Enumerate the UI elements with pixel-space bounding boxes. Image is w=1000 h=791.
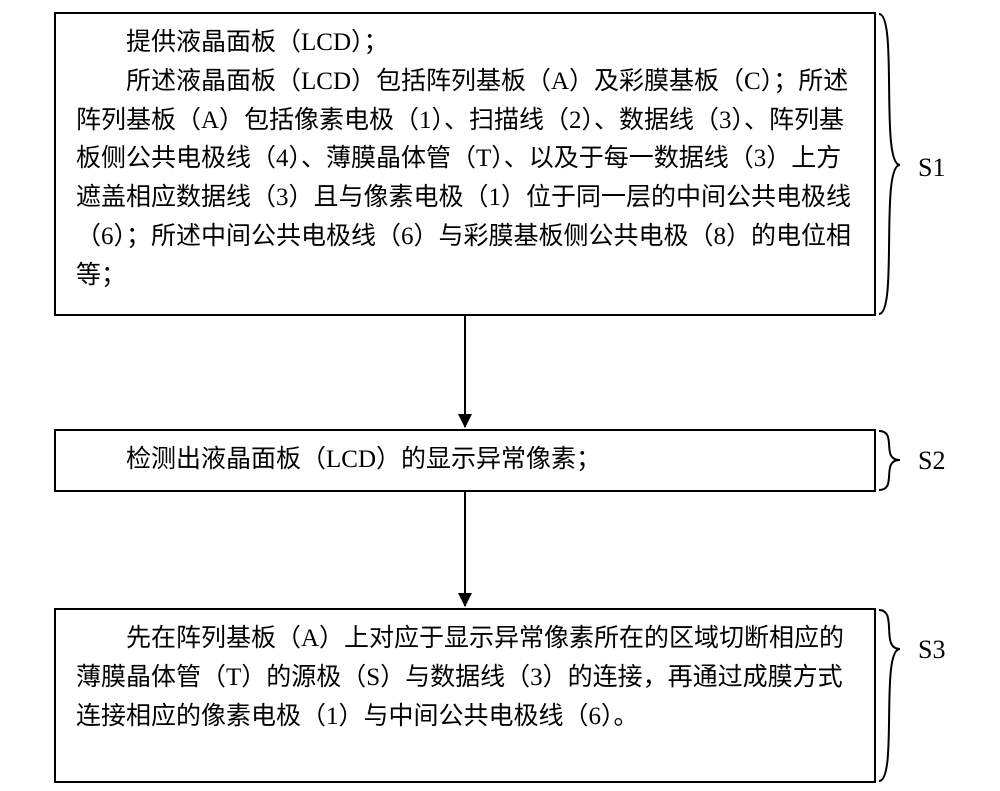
label-bracket-s2 [879,431,900,490]
flowchart-canvas: 提供液晶面板（LCD）； 所述液晶面板（LCD）包括阵列基板（A）及彩膜基板（C… [0,0,1000,791]
flow-node-text: 提供液晶面板（LCD）； 所述液晶面板（LCD）包括阵列基板（A）及彩膜基板（C… [76,24,854,295]
step-label-s2: S2 [918,446,945,476]
flow-node-text: 先在阵列基板（A）上对应于显示异常像素所在的区域切断相应的薄膜晶体管（T）的源极… [76,620,854,736]
flow-node-text: 检测出液晶面板（LCD）的显示异常像素； [76,441,854,480]
label-bracket-s1 [879,14,900,314]
step-label-s1: S1 [918,153,945,183]
flow-node-s2: 检测出液晶面板（LCD）的显示异常像素； [54,429,876,492]
flow-node-s3: 先在阵列基板（A）上对应于显示异常像素所在的区域切断相应的薄膜晶体管（T）的源极… [54,608,876,783]
step-label-s3: S3 [918,635,945,665]
label-bracket-s3 [879,610,900,781]
flow-node-s1: 提供液晶面板（LCD）； 所述液晶面板（LCD）包括阵列基板（A）及彩膜基板（C… [54,12,876,316]
